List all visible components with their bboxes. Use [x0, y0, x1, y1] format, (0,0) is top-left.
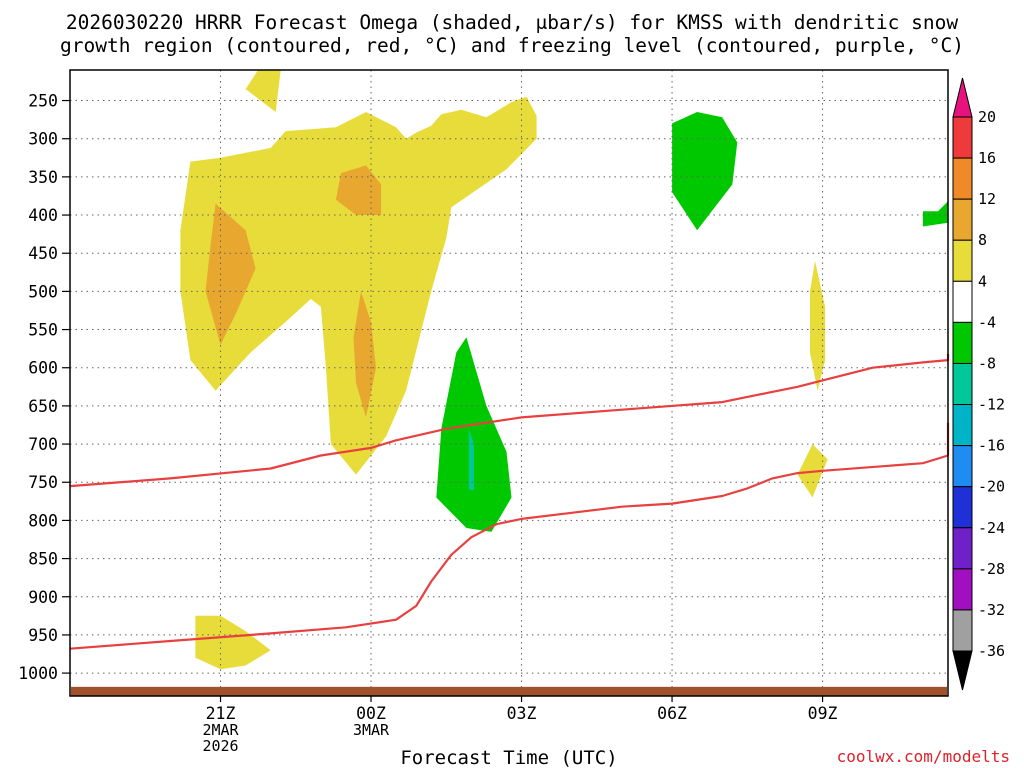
colorbar-label-4: 4	[978, 272, 987, 290]
omega-fill-2	[205, 203, 256, 345]
omega-fill-1	[180, 96, 537, 475]
colorbar: 20 16 12 8 4 -4 -8 -12 -16 -20 -24 -28 -32 -36	[952, 77, 1005, 691]
chart-title-line1: 2026030220 HRRR Forecast Omega (shaded, …	[66, 11, 958, 34]
gridlines	[70, 70, 948, 696]
colorbar-label-8: -16	[978, 437, 1005, 455]
omega-fill-3	[335, 165, 382, 215]
omega-fill-0	[245, 70, 281, 112]
y-tick-label-650: 650	[28, 397, 58, 416]
y-tick-label-250: 250	[28, 92, 58, 111]
x-tick-label-0-0: 21Z	[206, 704, 236, 723]
y-tick-label-950: 950	[28, 626, 58, 645]
colorbar-label-7: -12	[978, 396, 1005, 414]
chart-title-line2: growth region (contoured, red, °C) and f…	[60, 34, 964, 57]
colorbar-label-3: 8	[978, 231, 987, 249]
colorbar-swatch-11	[952, 568, 973, 611]
colorbar-label-5: -4	[978, 313, 996, 331]
colorbar-swatch-0	[952, 116, 973, 159]
y-tick-label-750: 750	[28, 473, 58, 492]
colorbar-bottom-arrow	[952, 650, 973, 691]
colorbar-swatch-4	[952, 280, 973, 323]
omega-fill-11	[922, 138, 948, 330]
colorbar-label-6: -8	[978, 354, 996, 372]
y-tick-label-1000: 1000	[18, 664, 58, 683]
plot-frame	[69, 69, 949, 697]
colorbar-swatch-12	[952, 609, 973, 652]
colorbar-swatch-7	[952, 404, 973, 447]
x-tick-label-3-1: 3MAR	[353, 721, 390, 739]
surface-ground-band	[71, 686, 947, 696]
x-tick-label-0-1: 2MAR	[202, 721, 239, 739]
x-tick-label-9-0: 06Z	[657, 704, 687, 723]
surface-band	[71, 686, 947, 696]
y-tick-label-600: 600	[28, 359, 58, 378]
colorbar-swatch-9	[952, 486, 973, 529]
colorbar-swatch-5	[952, 321, 973, 364]
colorbar-swatch-8	[952, 445, 973, 488]
colorbar-label-13: -36	[978, 642, 1005, 660]
y-tick-label-300: 300	[28, 130, 58, 149]
omega-fill-9	[436, 337, 512, 532]
y-tick-label-450: 450	[28, 244, 58, 263]
omega-fill-8	[672, 112, 738, 231]
colorbar-label-12: -32	[978, 601, 1005, 619]
colorbar-swatch-10	[952, 527, 973, 570]
x-tick-label-6-0: 03Z	[507, 704, 537, 723]
y-tick-label-800: 800	[28, 511, 58, 530]
y-tick-label-400: 400	[28, 206, 58, 225]
omega-fill-4	[353, 291, 376, 418]
colorbar-label-9: -20	[978, 478, 1005, 496]
y-tick-label-850: 850	[28, 550, 58, 569]
y-axis-ticks: 250 300 350 400 450 500 550 600 650 700 750 800 850 9…	[18, 92, 70, 683]
colorbar-top-arrow	[952, 77, 973, 118]
colorbar-swatch-1	[952, 157, 973, 200]
x-tick-label-12-0: 09Z	[808, 704, 838, 723]
y-tick-label-900: 900	[28, 588, 58, 607]
colorbar-swatch-6	[952, 362, 973, 406]
omega-fill-6	[810, 260, 826, 391]
x-tick-label-3-0: 00Z	[356, 704, 386, 723]
x-tick-label-0-2: 2026	[202, 737, 238, 755]
colorbar-label-2: 12	[978, 190, 996, 208]
y-tick-label-500: 500	[28, 282, 58, 301]
y-tick-label-350: 350	[28, 168, 58, 187]
colorbar-label-1: 16	[978, 149, 996, 167]
x-axis-label: Forecast Time (UTC)	[400, 747, 617, 768]
omega-fill-5	[195, 615, 271, 670]
colorbar-swatch-2	[952, 198, 973, 241]
colorbar-label-11: -28	[978, 560, 1005, 578]
omega-shading	[180, 70, 948, 670]
y-tick-label-700: 700	[28, 435, 58, 454]
colorbar-label-0: 20	[978, 108, 996, 126]
y-tick-label-550: 550	[28, 321, 58, 340]
credit-text: coolwx.com/modelts	[837, 747, 1010, 766]
colorbar-swatch-3	[952, 239, 973, 282]
colorbar-label-10: -24	[978, 519, 1005, 537]
